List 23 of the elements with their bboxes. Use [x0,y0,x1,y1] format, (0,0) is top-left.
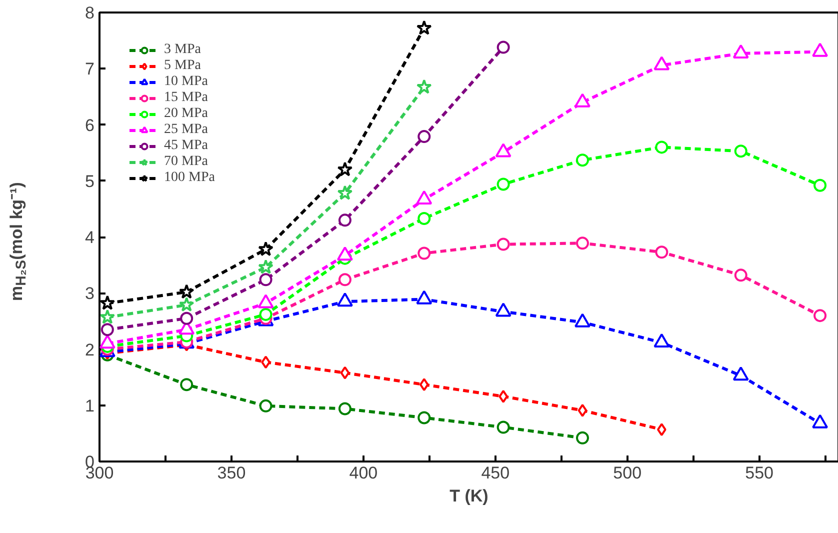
legend-label: 45 MPa [164,138,208,154]
x-tick-label: 450 [481,464,510,482]
legend-label: 70 MPa [164,154,208,170]
x-tick-label: 550 [745,464,774,482]
legend-label: 15 MPa [164,90,208,106]
legend-label: 20 MPa [164,106,208,122]
y-tick-label: 5 [85,172,95,191]
y-tick-label: 2 [85,340,95,360]
y-tick-label: 8 [85,4,95,22]
legend-label: 100 MPa [164,170,215,186]
x-tick-label: 400 [349,464,378,482]
x-tick-label: 500 [613,464,642,482]
x-tick-label: 350 [217,464,246,482]
y-tick-label: 1 [85,396,95,416]
y-tick-label: 4 [85,228,95,247]
y-tick-label: 6 [85,116,95,135]
legend-label: 3 MPa [164,42,201,58]
legend-label: 10 MPa [164,74,208,90]
x-axis-title: T (K) [450,486,488,506]
y-tick-label: 7 [85,60,95,79]
legend-label: 5 MPa [164,58,201,74]
y-tick-label: 3 [85,284,95,304]
legend-label: 25 MPa [164,122,208,138]
